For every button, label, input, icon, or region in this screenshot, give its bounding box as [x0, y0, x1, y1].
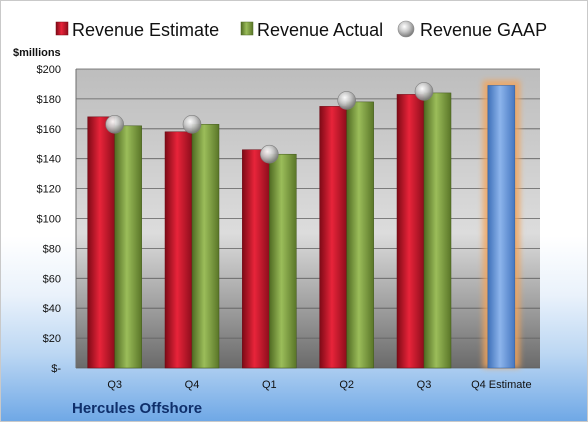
- x-tick-label: Q4: [185, 379, 200, 391]
- marker-revenue-gaap-q2-3: [337, 91, 356, 110]
- x-tick-label: Q1: [262, 379, 277, 391]
- legend-item-revenue-estimate: Revenue Estimate: [55, 20, 219, 40]
- marker-revenue-gaap-q1-2: [260, 144, 279, 164]
- gridlines: [75, 68, 540, 369]
- bar-revenue-estimate-q3-0: [87, 116, 115, 369]
- bar-revenue-estimate-q4-1: [164, 131, 193, 369]
- x-tick-label: Q2: [339, 379, 354, 391]
- legend-swatch-revenue-actual: [240, 21, 254, 36]
- legend-label-revenue-actual: Revenue Actual: [257, 20, 383, 40]
- bar-revenue-actual-q3-0: [114, 125, 142, 369]
- y-axis-units-label: $millions: [13, 47, 61, 59]
- legend-item-revenue-gaap: Revenue GAAP: [397, 20, 547, 40]
- bar-revenue-estimate-q3-4: [396, 94, 425, 369]
- marker-revenue-gaap-q4-1: [182, 115, 202, 134]
- y-tick-label: $100: [37, 214, 61, 226]
- y-tick-label: $-: [51, 363, 61, 375]
- bars: [87, 80, 520, 369]
- x-tick-label: Q3: [107, 379, 122, 391]
- x-tick-label: Q4 Estimate: [471, 379, 532, 391]
- x-axis-ticks: Q3 Q4 Q1 Q2 Q3 Q4 Estimate: [107, 379, 531, 391]
- y-tick-label: $20: [43, 333, 61, 345]
- company-name: Hercules Offshore: [72, 400, 202, 417]
- legend-swatch-revenue-gaap: [397, 20, 415, 38]
- legend-swatch-revenue-estimate: [55, 21, 69, 36]
- bar-revenue-actual-q2-3: [346, 101, 374, 369]
- bar-q4-estimate: [487, 85, 516, 369]
- y-tick-label: $160: [37, 124, 61, 136]
- bar-revenue-actual-q3-4: [423, 92, 452, 369]
- legend-item-revenue-actual: Revenue Actual: [240, 20, 383, 40]
- y-tick-label: $80: [43, 243, 61, 255]
- bar-revenue-actual-q4-1: [191, 124, 220, 369]
- y-tick-label: $180: [37, 94, 61, 106]
- legend: Revenue Estimate Revenue Actual Revenue …: [55, 20, 547, 40]
- y-tick-label: $40: [43, 303, 61, 315]
- legend-label-revenue-gaap: Revenue GAAP: [420, 20, 547, 40]
- x-tick-label: Q3: [417, 379, 432, 391]
- bar-revenue-estimate-q1-2: [242, 149, 270, 369]
- bar-revenue-estimate-q2-3: [319, 106, 347, 369]
- y-axis-ticks: $- $20 $40 $60 $80 $100 $120 $140 $160 $180 $200: [37, 64, 62, 375]
- bar-revenue-actual-q1-2: [269, 153, 297, 369]
- marker-revenue-gaap-q3-4: [414, 82, 434, 101]
- gaap-markers: [105, 82, 434, 164]
- marker-revenue-gaap-q3-0: [105, 115, 124, 134]
- y-tick-label: $200: [37, 64, 61, 76]
- y-tick-label: $60: [43, 273, 61, 285]
- y-tick-label: $120: [37, 184, 61, 196]
- y-tick-label: $140: [37, 154, 61, 166]
- legend-label-revenue-estimate: Revenue Estimate: [72, 20, 219, 40]
